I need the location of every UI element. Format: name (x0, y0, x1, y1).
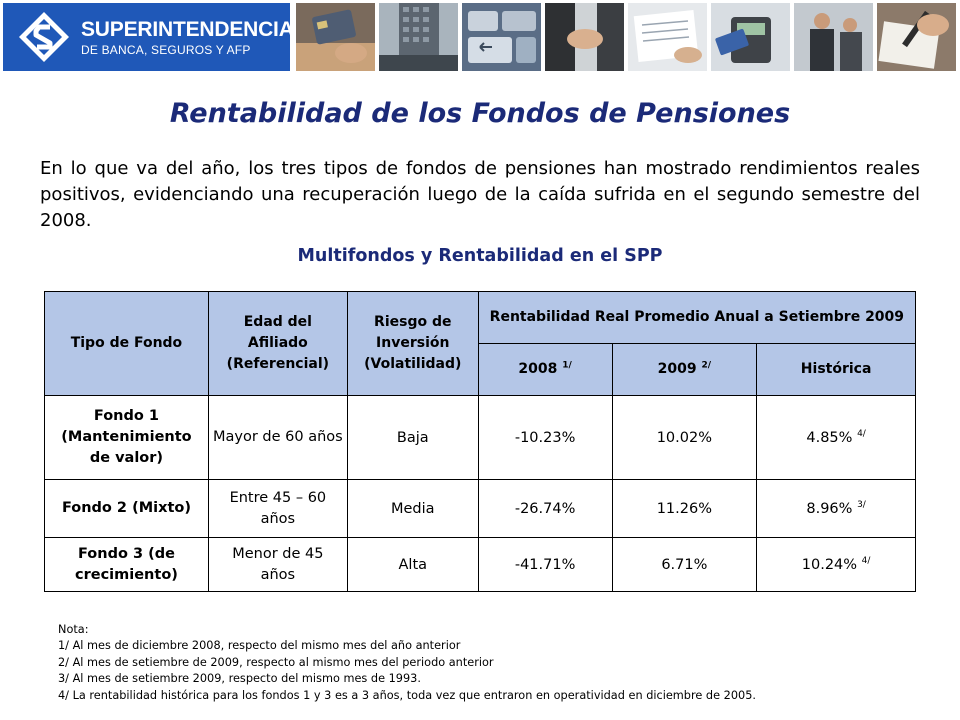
cell-2009: 10.02% (611, 395, 758, 480)
cell-historica: 10.24% 4/ (756, 537, 916, 592)
note-ref: 4/ (857, 428, 866, 439)
cell-historica-value: 4.85% (806, 429, 853, 446)
note-ref-1: 1/ (562, 360, 572, 371)
cell-2008: -26.74% (477, 479, 613, 538)
note-ref: 4/ (861, 555, 871, 566)
logo-name: SUPERINTENDENCIA (81, 17, 294, 41)
note-1: 1/ Al mes de diciembre 2008, respecto de… (58, 639, 461, 653)
footnotes: Nota: 1/ Al mes de diciembre 2008, respe… (58, 622, 938, 704)
header-banner: SUPERINTENDENCIA DE BANCA, SEGUROS Y AFP (0, 0, 960, 74)
credit-card-photo (296, 3, 375, 71)
col-header-2009-label: 2009 (657, 361, 697, 377)
keyboard-enter-photo (462, 3, 541, 71)
signing-document-photo (877, 3, 956, 71)
intro-paragraph: En lo que va del año, los tres tipos de … (40, 158, 920, 231)
cell-historica-value: 8.96% (806, 500, 853, 517)
note-2: 2/ Al mes de setiembre de 2009, respecto… (58, 655, 494, 669)
cell-2009: 11.26% (611, 479, 758, 538)
col-header-2008-label: 2008 (518, 361, 558, 377)
handshake-photo (545, 3, 624, 71)
cell-edad: Entre 45 – 60 años (207, 479, 348, 538)
table-row: Fondo 3 (de crecimiento) Menor de 45 año… (44, 537, 916, 592)
cell-historica: 8.96% 3/ (756, 479, 916, 538)
table-row: Fondo 2 (Mixto) Entre 45 – 60 años Media… (44, 479, 916, 538)
photo-strip (296, 3, 956, 71)
documents-photo (628, 3, 707, 71)
table-subheader-row: 2008 1/ 2009 2/ Histórica (45, 343, 916, 396)
note-ref-2: 2/ (701, 360, 712, 371)
cell-fondo: Fondo 2 (Mixto) (44, 479, 209, 538)
cell-edad: Mayor de 60 años (207, 395, 348, 480)
cell-2008: -10.23% (477, 395, 613, 480)
sbs-logo[interactable]: SUPERINTENDENCIA DE BANCA, SEGUROS Y AFP (3, 3, 294, 71)
col-header-edad: Edad del Afiliado (Referencial) (207, 291, 348, 396)
business-meeting-photo (794, 3, 873, 71)
logo-subtitle: DE BANCA, SEGUROS Y AFP (81, 42, 251, 57)
table-header-row: Tipo de Fondo Edad del Afiliado (Referen… (44, 291, 917, 396)
col-header-2009: 2009 2/ (611, 343, 758, 396)
table-title: Multifondos y Rentabilidad en el SPP (297, 246, 663, 266)
note-ref: 3/ (857, 499, 866, 510)
note-heading: Nota: (58, 623, 89, 636)
multifondos-table: Tipo de Fondo Edad del Afiliado (Referen… (44, 291, 917, 592)
col-header-tipo: Tipo de Fondo (44, 291, 209, 396)
note-4: 4/ La rentabilidad histórica para los fo… (58, 688, 756, 702)
office-building-photo (379, 3, 458, 71)
col-header-2008: 2008 1/ (477, 343, 613, 396)
note-3: 3/ Al mes de setiembre 2009, respecto de… (58, 672, 421, 686)
cell-riesgo: Media (346, 479, 479, 538)
cell-riesgo: Baja (346, 395, 479, 480)
cell-2008: -41.71% (477, 537, 613, 592)
col-header-historica: Histórica (756, 343, 916, 396)
cell-historica: 4.85% 4/ (756, 395, 916, 480)
cell-2009: 6.71% (611, 537, 758, 592)
table-row: Fondo 1 (Mantenimiento de valor) Mayor d… (44, 395, 916, 480)
col-header-riesgo: Riesgo de Inversión (Volatilidad) (346, 291, 479, 396)
col-header-rentabilidad: Rentabilidad Real Promedio Anual a Setie… (477, 291, 917, 344)
sbs-diamond-emblem-icon (19, 12, 69, 62)
page-title: Rentabilidad de los Fondos de Pensiones (169, 98, 791, 129)
cell-edad: Menor de 45 años (207, 537, 348, 592)
cell-fondo: Fondo 3 (de crecimiento) (44, 537, 209, 592)
cell-historica-value: 10.24% (801, 556, 858, 573)
cell-riesgo: Alta (346, 537, 479, 592)
card-terminal-photo (711, 3, 790, 71)
cell-fondo: Fondo 1 (Mantenimiento de valor) (44, 395, 209, 480)
